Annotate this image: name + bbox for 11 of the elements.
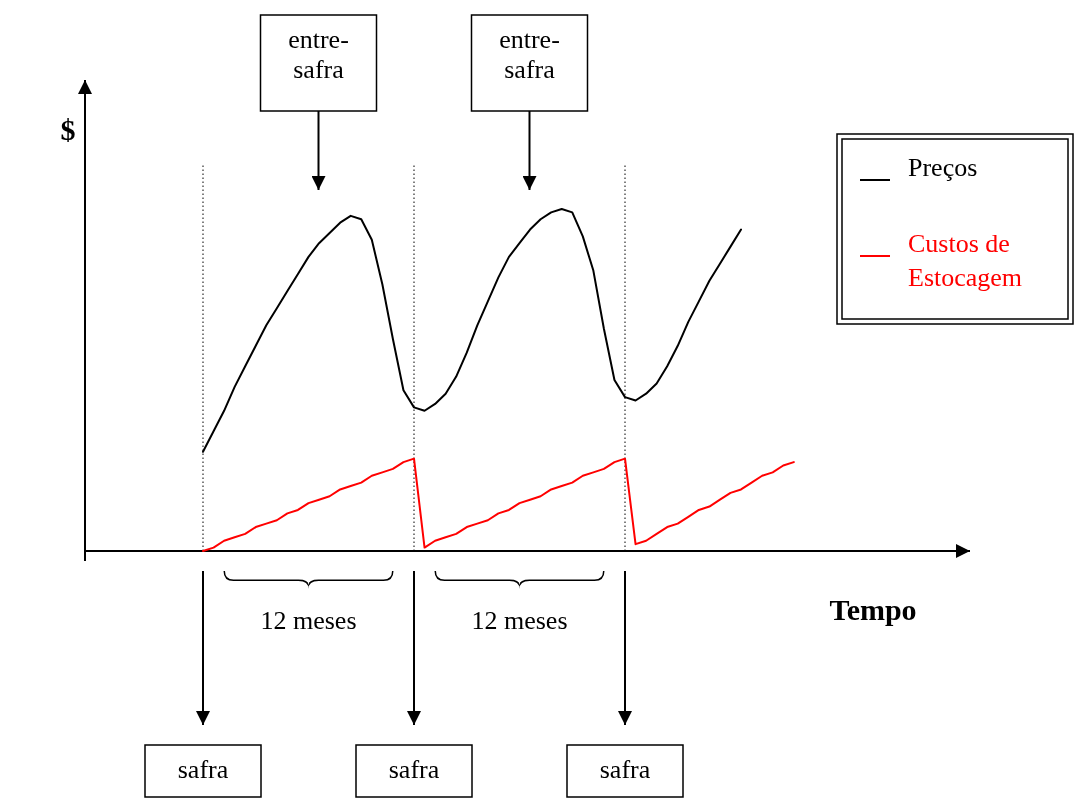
text: entre-safra [499,25,560,84]
text: 12 meses [260,606,357,635]
y-axis-title: $ [60,113,76,146]
text: safra [388,755,440,784]
legend-label: Preços [908,153,978,182]
text: safra [177,755,229,784]
text: 12 meses [471,606,568,635]
text: entre-safra [288,25,349,84]
legend-label: Custos de Estocagem [908,229,1023,292]
x-axis-title: Tempo [829,593,917,626]
text: safra [599,755,651,784]
